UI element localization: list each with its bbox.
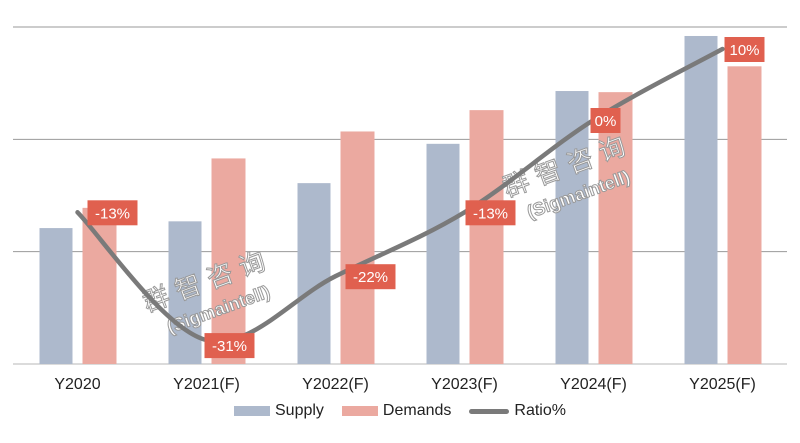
bar-supply [297, 183, 331, 364]
data-label-box [465, 200, 516, 226]
bar-supply [684, 35, 718, 365]
bars [39, 35, 762, 365]
gridlines [13, 26, 787, 365]
x-tick-label: Y2023(F) [431, 376, 498, 393]
data-label: -13% [95, 205, 130, 222]
legend-label: Demands [382, 402, 452, 419]
x-tick-label: Y2021(F) [173, 376, 240, 393]
legend-item-supply: Supply [234, 402, 324, 420]
data-label: -22% [353, 269, 388, 286]
legend-item-ratio: Ratio% [469, 402, 566, 420]
bar-demands [598, 92, 633, 365]
legend-label: Ratio% [514, 402, 566, 419]
data-label: -31% [212, 338, 247, 355]
bar-demands [727, 66, 762, 365]
x-tick-labels: Y2020 Y2021(F) Y2022(F) Y2023(F) Y2024(F) Y20… [54, 376, 755, 393]
data-labels: -13% -31% -22% -13% 0% 10% [87, 37, 765, 359]
bar-supply [426, 143, 460, 364]
bar-demands [211, 158, 246, 364]
data-label-box [87, 200, 138, 226]
legend-label: Supply [275, 402, 324, 419]
bar-demands [340, 131, 375, 364]
bar-demands [82, 207, 117, 364]
data-label-box [724, 37, 765, 62]
x-tick-label: Y2025(F) [689, 376, 756, 393]
x-tick-label: Y2020 [54, 376, 100, 393]
ratio-swatch [469, 408, 510, 414]
x-tick-label: Y2024(F) [560, 376, 627, 393]
legend: Supply Demands Ratio% [0, 402, 800, 420]
bar-demands [469, 110, 504, 364]
data-label-box [204, 333, 255, 359]
data-label: 10% [729, 42, 759, 59]
data-label-box [345, 264, 396, 290]
legend-item-demands: Demands [341, 402, 452, 420]
data-label: -13% [473, 205, 508, 222]
bar-supply [39, 228, 73, 364]
x-tick-label: Y2022(F) [302, 376, 369, 393]
bar-supply [168, 221, 202, 364]
data-label-box [590, 108, 621, 133]
chart: 群智咨询(Sigmaintell)群智咨询(Sigmaintell) -13%-… [13, 26, 787, 393]
demands-swatch [341, 406, 378, 416]
data-label: 0% [595, 113, 617, 130]
supply-swatch [234, 406, 270, 416]
